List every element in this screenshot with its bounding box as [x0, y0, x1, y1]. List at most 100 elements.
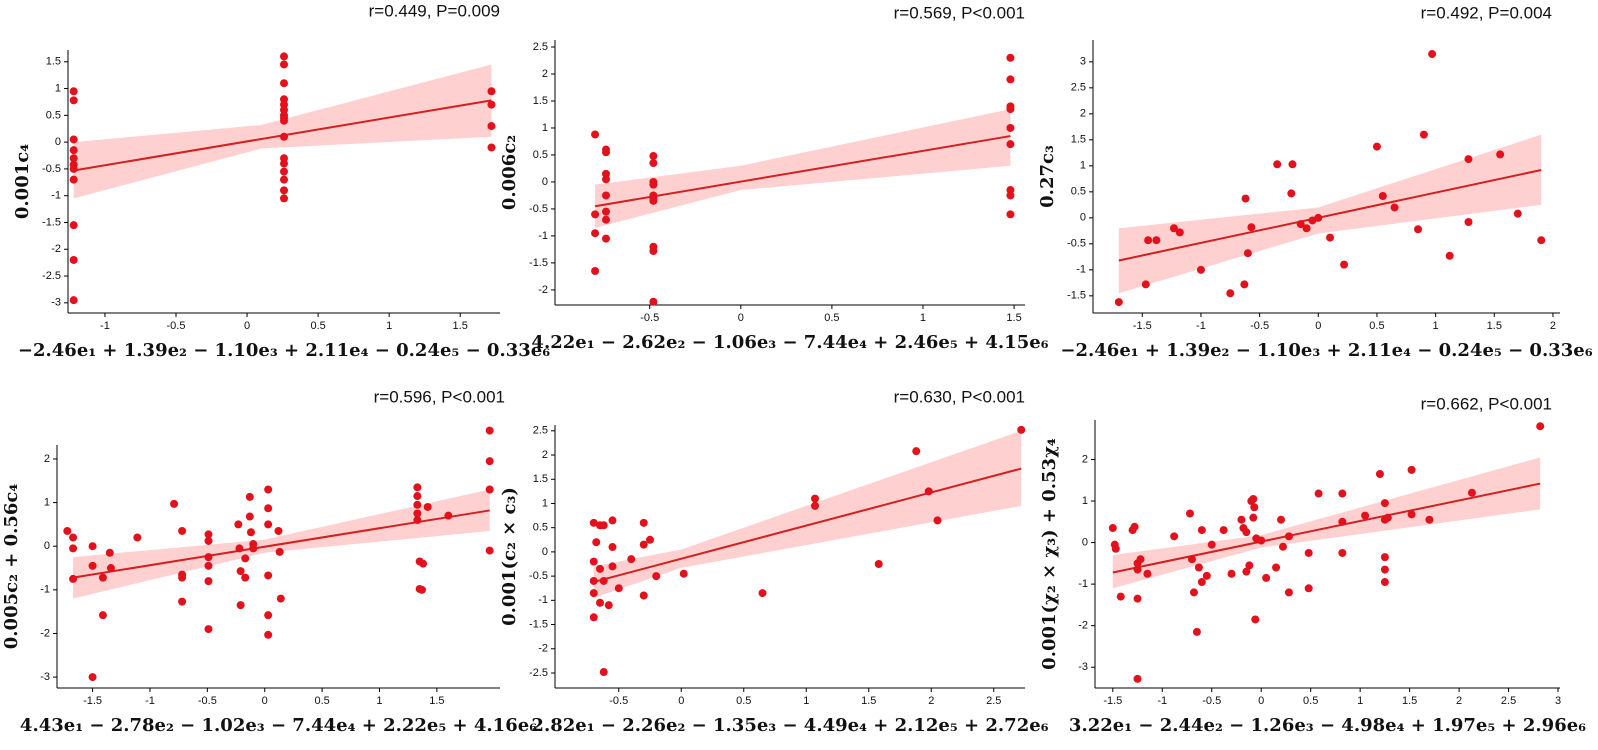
point [1245, 561, 1254, 570]
point [924, 487, 933, 496]
point [1272, 563, 1281, 572]
point [241, 573, 250, 582]
point [649, 297, 658, 306]
point [602, 191, 611, 200]
y-tick-label: 1.5 [46, 56, 61, 68]
point [264, 504, 273, 513]
x-tick-label: 1.5 [1402, 695, 1417, 707]
x-tick-label: 1 [376, 695, 382, 707]
y-tick-label: 2.5 [1071, 82, 1086, 94]
x-tick-label: -1 [1196, 320, 1206, 332]
x-tick-label: -0.5 [1250, 320, 1269, 332]
panel: -0.5 0 0.5 1 1.5 2 2.5 -2.5 -2 -1.5 -1 -0.5 0 0.5 1 1.5… [499, 387, 1049, 736]
y-tick-label: 0 [44, 540, 50, 552]
fit-line [72, 509, 490, 579]
point [1425, 515, 1434, 524]
point [602, 175, 611, 184]
x-tick-label: 1.5 [1487, 320, 1502, 332]
y-tick-label: -1 [40, 584, 50, 596]
y-tick-label: 0 [1080, 212, 1086, 224]
x-tick-label: 1 [803, 695, 809, 707]
x-tick-label: 0 [678, 695, 684, 707]
point [487, 143, 496, 152]
x-tick-label: -1 [100, 320, 110, 332]
point [933, 516, 942, 525]
y-tick-label: 1.5 [533, 473, 548, 485]
x-tick-label: -1.5 [1103, 695, 1122, 707]
point [413, 492, 422, 501]
fit-line [1118, 169, 1542, 262]
point [1237, 515, 1246, 524]
point [608, 516, 617, 525]
point [1314, 489, 1323, 498]
point [1262, 573, 1271, 582]
y-tick-label: 0.5 [533, 149, 548, 161]
point [1284, 588, 1293, 597]
point [646, 535, 654, 544]
point [264, 611, 273, 620]
y-tick-label: -1 [1076, 264, 1086, 276]
confidence-band [595, 109, 1011, 228]
y-tick-label: -3 [51, 297, 61, 309]
confidence-band [1112, 457, 1541, 589]
point [1372, 142, 1381, 151]
point [245, 512, 254, 521]
x-tick-label: 0 [1315, 320, 1321, 332]
point [485, 457, 494, 466]
x-axis-label: 2.82e₁ − 2.26e₂ − 1.35e₃ − 4.49e₄ + 2.12… [531, 715, 1048, 736]
point [1257, 536, 1266, 545]
point [1414, 225, 1423, 234]
point [1194, 563, 1203, 572]
point [614, 584, 623, 593]
x-tick-label: 0.5 [1369, 320, 1384, 332]
point [639, 518, 648, 527]
point [1240, 280, 1249, 289]
point [1242, 528, 1251, 537]
annotation: r=0.449, P=0.009 [369, 1, 500, 20]
point [274, 526, 283, 535]
point [1326, 233, 1335, 242]
point [1445, 251, 1454, 260]
point [1536, 422, 1545, 431]
point [204, 553, 213, 562]
point [649, 180, 658, 189]
point [444, 511, 453, 520]
point [280, 186, 288, 195]
y-tick-label: -3 [1078, 661, 1088, 673]
x-axis-label: −2.46e₁ + 1.39e₂ − 1.10e₃ + 2.11e₄ − 0.2… [1060, 340, 1592, 361]
point [1189, 588, 1198, 597]
point [1251, 615, 1260, 624]
point [485, 426, 494, 435]
point [487, 87, 496, 96]
fit-line [1112, 482, 1541, 574]
point [280, 175, 288, 184]
point [1513, 209, 1522, 218]
point [1116, 592, 1125, 601]
y-tick-label: 0.5 [46, 109, 61, 121]
y-tick-label: 1 [1080, 160, 1086, 172]
x-tick-label: 1 [920, 312, 926, 324]
x-tick-label: 0.5 [736, 695, 751, 707]
point [88, 673, 97, 682]
point [1006, 53, 1015, 62]
y-tick-label: -1 [538, 594, 548, 606]
point [599, 576, 608, 585]
point [1226, 289, 1235, 298]
point [1192, 627, 1201, 636]
x-tick-label: -1 [145, 695, 155, 707]
point [596, 598, 604, 607]
point [1338, 517, 1347, 526]
x-tick-label: -0.5 [609, 695, 628, 707]
point [63, 526, 72, 535]
point [69, 296, 78, 305]
point [1302, 224, 1311, 233]
point [69, 146, 78, 155]
x-tick-label: -0.5 [1202, 695, 1221, 707]
point [1249, 494, 1258, 503]
y-tick-label: 2 [542, 449, 548, 461]
point [649, 247, 658, 256]
point [98, 573, 107, 582]
point [1006, 191, 1015, 200]
point [1111, 544, 1120, 553]
point [1169, 224, 1178, 233]
